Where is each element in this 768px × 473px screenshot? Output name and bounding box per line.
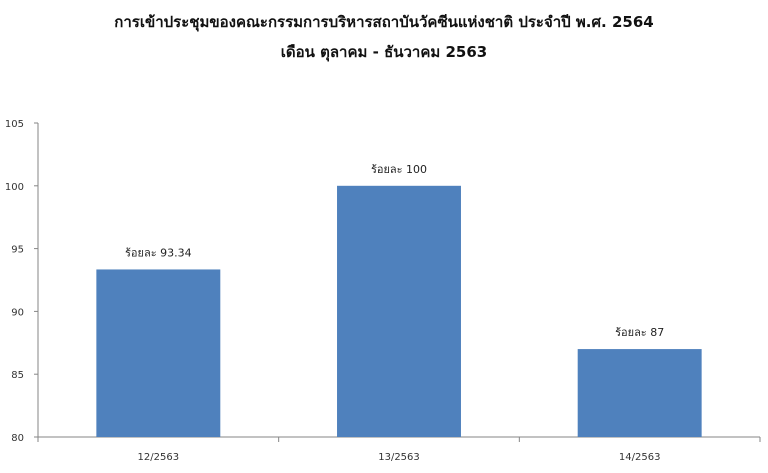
y-tick-label: 105 — [5, 119, 24, 130]
data-label: ร้อยละ 87 — [615, 326, 664, 339]
x-tick-label: 12/2563 — [138, 452, 180, 463]
x-tick-label: 13/2563 — [378, 452, 420, 463]
data-label: ร้อยละ 100 — [371, 163, 427, 176]
chart-title: การเข้าประชุมของคณะกรรมการบริหารสถาบันวั… — [114, 13, 654, 31]
y-tick-label: 100 — [5, 182, 24, 193]
bar — [577, 349, 702, 437]
y-tick-label: 90 — [11, 307, 24, 318]
x-tick-label: 14/2563 — [619, 452, 661, 463]
bar — [96, 269, 221, 437]
y-tick-label: 95 — [11, 245, 24, 256]
data-label: ร้อยละ 93.34 — [125, 246, 192, 259]
bar — [337, 185, 461, 437]
y-tick-label: 85 — [11, 370, 24, 381]
y-tick-label: 80 — [11, 433, 24, 444]
chart-subtitle: เดือน ตุลาคม - ธันวาคม 2563 — [280, 43, 488, 61]
